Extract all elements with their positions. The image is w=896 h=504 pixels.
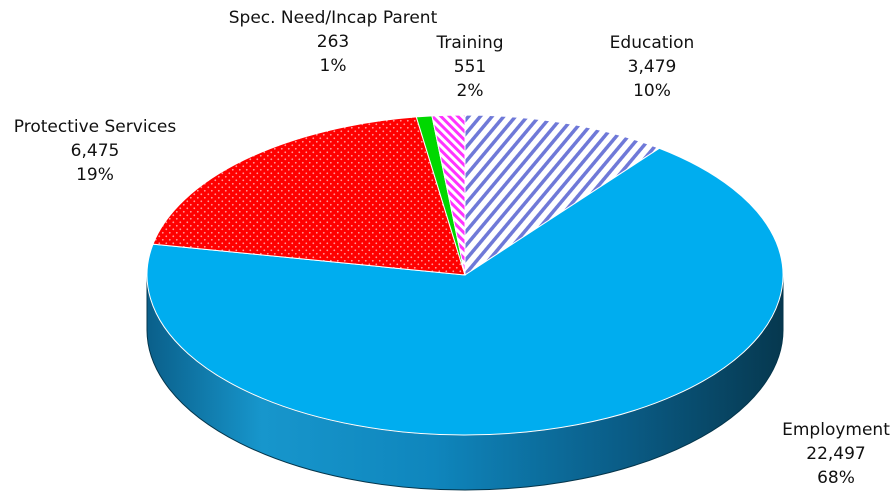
label-training-percent: 2% <box>457 81 484 101</box>
label-training: Training 551 2% <box>435 33 503 101</box>
label-spec-need-value: 263 <box>317 32 349 52</box>
label-spec-need-name: Spec. Need/Incap Parent <box>229 8 438 28</box>
pie-slice-training <box>431 114 466 276</box>
label-protective-name: Protective Services <box>14 117 177 137</box>
label-protective-percent: 19% <box>76 165 114 185</box>
label-employment-percent: 68% <box>817 468 855 488</box>
pie-slice-education <box>464 114 661 276</box>
label-spec-need-percent: 1% <box>320 56 347 76</box>
pie-slice-employment <box>146 147 784 436</box>
label-education-percent: 10% <box>633 81 671 101</box>
label-training-value: 551 <box>454 57 486 77</box>
label-education: Education 3,479 10% <box>610 33 695 101</box>
label-employment: Employment 22,497 68% <box>782 420 890 488</box>
label-employment-value: 22,497 <box>806 444 865 464</box>
label-employment-name: Employment <box>782 420 890 440</box>
label-protective-value: 6,475 <box>71 141 120 161</box>
label-protective-services: Protective Services 6,475 19% <box>14 117 177 185</box>
label-spec-need: Spec. Need/Incap Parent 263 1% <box>229 8 438 76</box>
label-education-value: 3,479 <box>628 57 677 77</box>
pie-slice-protective-services <box>152 116 466 276</box>
label-education-name: Education <box>610 33 695 53</box>
label-training-name: Training <box>435 33 503 53</box>
